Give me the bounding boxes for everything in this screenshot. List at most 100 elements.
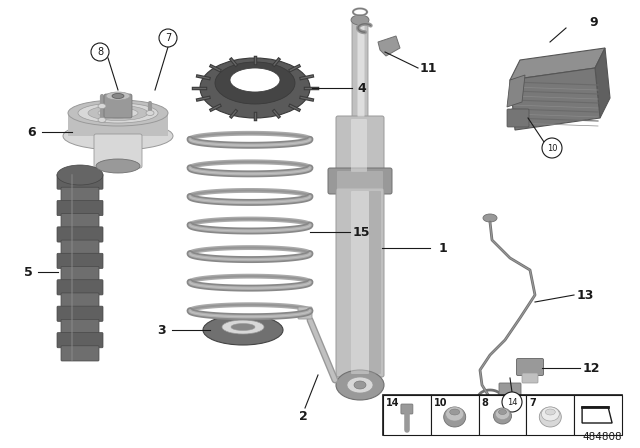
- Ellipse shape: [230, 68, 280, 92]
- Ellipse shape: [98, 117, 106, 122]
- FancyBboxPatch shape: [94, 134, 142, 168]
- Ellipse shape: [450, 409, 460, 415]
- Ellipse shape: [541, 407, 559, 421]
- FancyBboxPatch shape: [431, 395, 479, 435]
- FancyBboxPatch shape: [401, 404, 413, 414]
- Ellipse shape: [545, 409, 556, 415]
- Ellipse shape: [78, 103, 158, 123]
- FancyBboxPatch shape: [516, 358, 543, 375]
- FancyBboxPatch shape: [526, 395, 574, 435]
- Circle shape: [502, 392, 522, 412]
- Text: 8: 8: [482, 398, 488, 408]
- FancyBboxPatch shape: [61, 319, 99, 335]
- Ellipse shape: [483, 214, 497, 222]
- FancyBboxPatch shape: [383, 395, 622, 435]
- FancyBboxPatch shape: [336, 188, 384, 377]
- Ellipse shape: [96, 159, 140, 173]
- FancyBboxPatch shape: [61, 214, 99, 229]
- FancyBboxPatch shape: [383, 395, 431, 435]
- Text: 10: 10: [547, 143, 557, 152]
- FancyBboxPatch shape: [328, 168, 392, 194]
- FancyBboxPatch shape: [104, 94, 132, 118]
- Circle shape: [542, 138, 562, 158]
- FancyBboxPatch shape: [499, 383, 521, 397]
- FancyBboxPatch shape: [351, 191, 369, 374]
- Ellipse shape: [112, 94, 124, 99]
- FancyBboxPatch shape: [61, 267, 99, 282]
- Ellipse shape: [444, 407, 466, 427]
- FancyBboxPatch shape: [61, 346, 99, 361]
- FancyBboxPatch shape: [61, 187, 99, 202]
- Ellipse shape: [98, 103, 106, 108]
- Ellipse shape: [495, 409, 509, 419]
- Text: 10: 10: [434, 398, 447, 408]
- FancyBboxPatch shape: [337, 171, 383, 191]
- Ellipse shape: [57, 165, 103, 185]
- Polygon shape: [595, 48, 610, 118]
- FancyBboxPatch shape: [351, 119, 367, 172]
- FancyBboxPatch shape: [479, 395, 526, 435]
- Ellipse shape: [215, 62, 295, 104]
- Ellipse shape: [68, 100, 168, 126]
- Text: 13: 13: [576, 289, 594, 302]
- Ellipse shape: [88, 105, 148, 121]
- FancyBboxPatch shape: [57, 280, 103, 295]
- Ellipse shape: [540, 407, 561, 427]
- Circle shape: [91, 43, 109, 61]
- Text: 12: 12: [582, 362, 600, 375]
- Text: 5: 5: [24, 266, 33, 279]
- Text: 4: 4: [358, 82, 366, 95]
- Ellipse shape: [98, 108, 138, 118]
- FancyBboxPatch shape: [57, 253, 103, 268]
- Polygon shape: [507, 75, 525, 107]
- FancyBboxPatch shape: [507, 109, 529, 127]
- Polygon shape: [68, 113, 168, 136]
- Ellipse shape: [106, 92, 130, 100]
- Ellipse shape: [351, 15, 369, 25]
- Text: 484808: 484808: [582, 432, 622, 442]
- FancyBboxPatch shape: [57, 227, 103, 242]
- FancyBboxPatch shape: [61, 240, 99, 255]
- FancyBboxPatch shape: [358, 20, 365, 116]
- Text: 9: 9: [589, 16, 598, 29]
- FancyBboxPatch shape: [57, 332, 103, 348]
- Ellipse shape: [336, 370, 384, 400]
- Text: 7: 7: [165, 33, 171, 43]
- Polygon shape: [510, 68, 600, 130]
- Polygon shape: [510, 48, 605, 80]
- FancyBboxPatch shape: [336, 116, 384, 175]
- FancyBboxPatch shape: [298, 307, 312, 319]
- Ellipse shape: [203, 315, 283, 345]
- Ellipse shape: [347, 377, 373, 393]
- Circle shape: [159, 29, 177, 47]
- Ellipse shape: [231, 323, 255, 331]
- Text: 1: 1: [438, 241, 447, 254]
- Polygon shape: [582, 407, 612, 423]
- Text: 11: 11: [419, 61, 436, 74]
- Ellipse shape: [222, 320, 264, 334]
- FancyBboxPatch shape: [57, 200, 103, 215]
- FancyBboxPatch shape: [352, 17, 368, 119]
- Ellipse shape: [146, 111, 154, 116]
- FancyBboxPatch shape: [57, 306, 103, 321]
- Text: 3: 3: [157, 323, 165, 336]
- Text: 14: 14: [507, 397, 517, 406]
- Text: 6: 6: [28, 125, 36, 138]
- FancyBboxPatch shape: [522, 373, 538, 383]
- Text: 14: 14: [386, 398, 399, 408]
- Ellipse shape: [200, 58, 310, 118]
- Text: 15: 15: [352, 225, 370, 238]
- Ellipse shape: [354, 381, 366, 389]
- FancyBboxPatch shape: [574, 395, 622, 435]
- Ellipse shape: [445, 407, 464, 421]
- FancyBboxPatch shape: [57, 174, 103, 189]
- Text: 2: 2: [299, 409, 307, 422]
- Text: 7: 7: [529, 398, 536, 408]
- Ellipse shape: [493, 408, 511, 424]
- FancyBboxPatch shape: [369, 191, 381, 374]
- Ellipse shape: [63, 122, 173, 150]
- FancyBboxPatch shape: [61, 293, 99, 308]
- Ellipse shape: [499, 409, 506, 414]
- Text: 8: 8: [97, 47, 103, 57]
- Polygon shape: [378, 36, 400, 56]
